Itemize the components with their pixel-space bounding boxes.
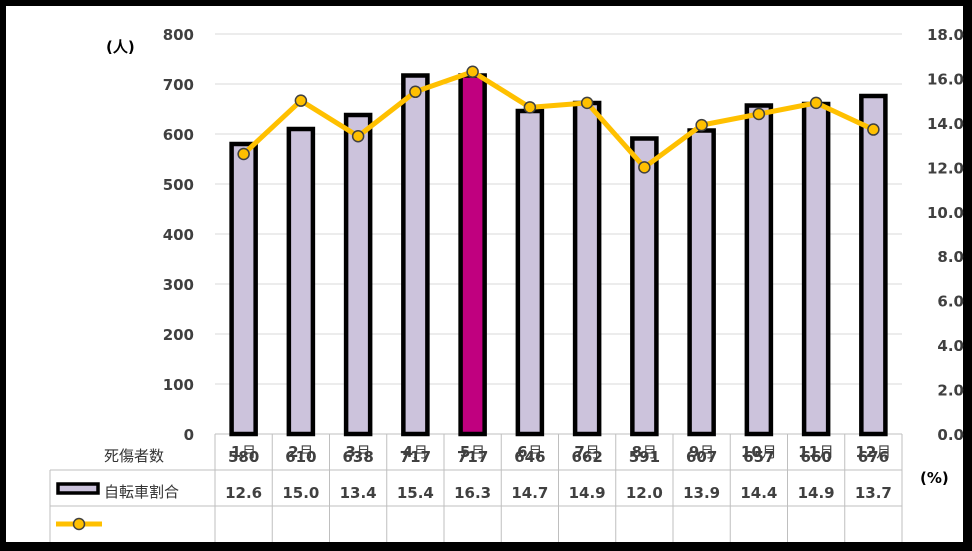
data-table-cell: 717 [400, 448, 431, 466]
data-table-cell: 610 [285, 448, 316, 466]
line-point [351, 129, 365, 143]
data-table-cell: 717 [457, 448, 488, 466]
left-tick-label: 700 [163, 76, 194, 94]
data-table-grid [49, 434, 903, 542]
data-table-cell: 14.9 [798, 484, 835, 502]
x-tick-label: 11月 [798, 443, 834, 461]
data-table-cell: 607 [686, 448, 717, 466]
bar [515, 108, 545, 437]
line-series [237, 65, 880, 174]
line-point [580, 96, 594, 110]
legend-bar-swatch [56, 482, 100, 495]
bar [630, 136, 659, 437]
left-tick-label: 0 [184, 426, 194, 444]
line-point [695, 118, 708, 132]
bar [343, 112, 373, 437]
data-table-cell: 15.4 [397, 484, 434, 502]
x-tick-label: 8月 [632, 443, 657, 461]
bar [458, 73, 487, 437]
x-tick-label: 5月 [460, 443, 485, 461]
right-tick-label: 14.0 [927, 115, 964, 133]
bar [859, 93, 888, 437]
data-table-cell: 13.7 [855, 484, 892, 502]
data-table-cell: 15.0 [282, 484, 319, 502]
line-point [237, 147, 250, 161]
right-tick-label: 16.0 [927, 70, 964, 88]
left-tick-label: 400 [163, 226, 194, 244]
legend-label: 死傷者数 [104, 447, 164, 465]
left-tick-label: 200 [163, 326, 194, 344]
data-table-cells: 580 610 638 717 717 646 662 591 607 657 660 676 12.6… [225, 448, 892, 502]
data-table-cell: 13.4 [340, 484, 377, 502]
x-axis-labels: 1月 2月 3月 4月 5月 6月 7月 8月 9月 10月 11月 12月 [231, 443, 891, 461]
combo-chart: 0 100 200 300 400 500 600 700 800 0.0 2.0 4.0 6.0 8.… [49, 26, 964, 542]
line-point [523, 101, 537, 114]
line-point [466, 65, 479, 79]
data-table-cell: 12.6 [225, 484, 262, 502]
left-tick-label: 500 [163, 176, 194, 194]
bar [229, 141, 258, 437]
legend-line-marker [72, 517, 86, 531]
left-tick-label: 600 [163, 126, 194, 144]
bar [401, 73, 430, 437]
data-table-cell: 660 [800, 448, 831, 466]
bar [744, 103, 774, 437]
data-table-cell: 676 [858, 448, 889, 466]
right-axis-unit-label: (%) [920, 469, 949, 487]
x-tick-label: 3月 [345, 443, 370, 461]
x-tick-label: 6月 [517, 443, 542, 461]
data-table-cell: 580 [228, 448, 259, 466]
line-path [241, 69, 875, 170]
bar [572, 100, 602, 437]
bar [687, 128, 716, 437]
left-axis-ticks: 0 100 200 300 400 500 600 700 800 [163, 26, 194, 444]
chart-frame: 0 100 200 300 400 500 600 700 800 0.0 2.0 4.0 6.0 8.… [4, 4, 965, 544]
right-tick-label: 8.0 [937, 248, 964, 266]
data-table-cell: 646 [514, 448, 545, 466]
data-table-cell: 662 [571, 448, 602, 466]
data-table-cell: 638 [342, 448, 373, 466]
data-table-cell: 591 [629, 448, 660, 466]
data-table-cell: 14.9 [569, 484, 606, 502]
left-tick-label: 100 [163, 376, 194, 394]
right-tick-label: 4.0 [937, 337, 964, 355]
right-axis-ticks: 0.0 2.0 4.0 6.0 8.0 10.0 12.0 14.0 16.0 18.0 [927, 26, 964, 444]
line-point [409, 85, 422, 99]
x-tick-label: 2月 [288, 443, 313, 461]
x-tick-label: 12月 [855, 443, 891, 461]
line-point [867, 123, 880, 136]
left-tick-label: 300 [163, 276, 194, 294]
right-tick-label: 12.0 [927, 159, 964, 177]
line-point [294, 94, 308, 107]
x-tick-label: 9月 [689, 443, 714, 461]
x-tick-label: 1月 [231, 443, 256, 461]
right-tick-label: 2.0 [937, 382, 964, 400]
data-table-cell: 12.0 [626, 484, 663, 502]
left-axis-unit-label: (人) [106, 38, 135, 56]
line-point [638, 161, 651, 174]
data-table-cell: 13.9 [683, 484, 720, 502]
bar [286, 126, 316, 437]
right-tick-label: 10.0 [927, 204, 964, 222]
x-tick-label: 7月 [574, 443, 599, 461]
right-tick-label: 18.0 [927, 26, 964, 44]
data-table-cell: 16.3 [454, 484, 491, 502]
legend-label: 自転車割合 [104, 483, 179, 501]
right-tick-label: 6.0 [937, 293, 964, 311]
gridlines [215, 33, 902, 435]
x-tick-label: 10月 [741, 443, 777, 461]
data-table-cell: 657 [743, 448, 774, 466]
data-table-cell: 14.4 [740, 484, 777, 502]
left-tick-label: 800 [163, 26, 194, 44]
data-table-cell: 14.7 [511, 484, 548, 502]
bar-series [229, 73, 888, 437]
x-tick-label: 4月 [403, 443, 428, 461]
right-tick-label: 0.0 [937, 426, 964, 444]
line-point [809, 96, 823, 110]
line-point [752, 107, 766, 121]
bar [801, 101, 831, 437]
